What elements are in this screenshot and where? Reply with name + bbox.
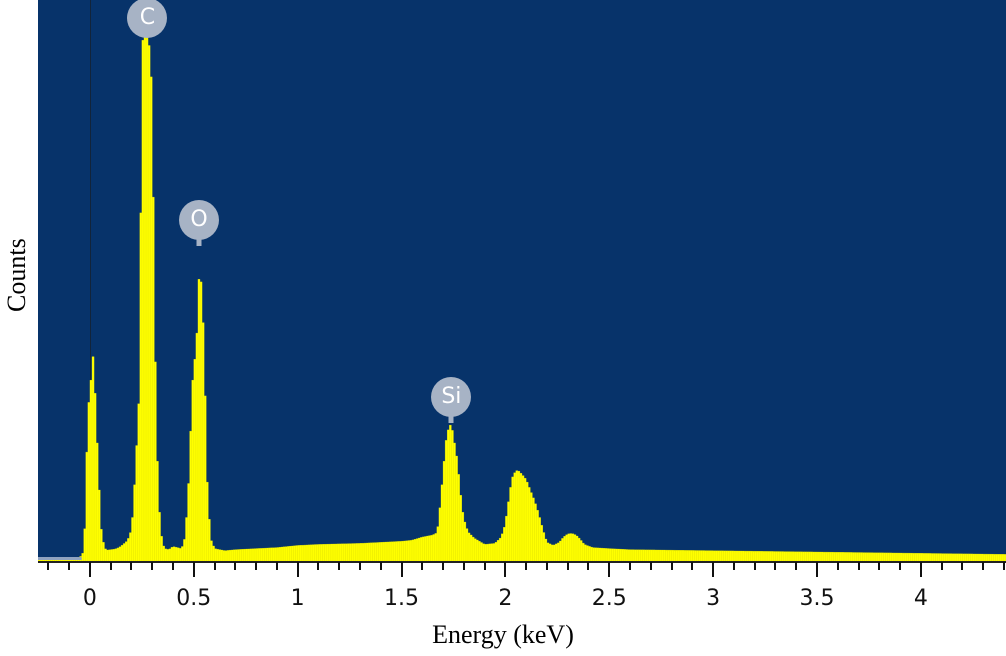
minor-tick [442,562,445,570]
zero-energy-line [89,0,91,561]
spectrum-bars [38,34,1006,561]
major-tick [296,562,299,577]
minor-tick [462,562,465,570]
minor-tick [691,562,694,570]
major-tick [192,562,195,577]
minor-tick [982,562,985,570]
minor-tick [566,562,569,570]
major-tick [504,562,507,577]
x-tick-label: 2.5 [591,586,627,611]
x-tick-label: 3.5 [799,586,835,611]
major-tick [400,562,403,577]
x-axis-label: Energy (keV) [432,620,574,649]
minor-tick [213,562,216,570]
minor-tick [774,562,777,570]
marker-stem [448,413,454,424]
minor-tick [275,562,278,570]
minor-tick [545,562,548,570]
x-tick-label: 2 [498,586,513,611]
y-axis-label: Counts [2,238,31,312]
major-tick [88,562,91,577]
minor-tick [109,562,112,570]
minor-tick [899,562,902,570]
major-tick [815,562,818,577]
minor-tick [961,562,964,570]
minor-tick [130,562,133,570]
minor-tick [732,562,735,570]
minor-tick [587,562,590,570]
x-tick-label: 0 [82,586,97,611]
minor-tick [379,562,382,570]
x-tick-label: 1 [290,586,305,611]
minor-tick [753,562,756,570]
element-marker-o[interactable]: O [178,200,219,241]
minor-tick [338,562,341,570]
minor-tick [1002,562,1005,570]
minor-tick [878,562,881,570]
minor-tick [47,562,50,570]
minor-tick [940,562,943,570]
x-tick-label: 0.5 [176,586,212,611]
minor-tick [358,562,361,570]
major-tick [712,562,715,577]
minor-tick [795,562,798,570]
minor-tick [857,562,860,570]
minor-tick [421,562,424,570]
minor-tick [255,562,258,570]
x-tick-label: 3 [706,586,721,611]
element-marker-c[interactable]: C [127,0,168,38]
major-tick [919,562,922,577]
element-marker-si[interactable]: Si [431,377,472,418]
minor-tick [234,562,237,570]
minor-tick [836,562,839,570]
minor-tick [68,562,71,570]
minor-tick [629,562,632,570]
x-axis-line [38,561,1006,563]
x-tick-label: 1.5 [384,586,420,611]
minor-tick [483,562,486,570]
x-tick-label: 4 [913,586,928,611]
minor-tick [172,562,175,570]
spectrum-plot-area [38,0,1006,561]
minor-tick [317,562,320,570]
major-tick [608,562,611,577]
minor-tick [649,562,652,570]
marker-stem [196,236,202,247]
minor-tick [151,562,154,570]
minor-tick [670,562,673,570]
minor-tick [525,562,528,570]
